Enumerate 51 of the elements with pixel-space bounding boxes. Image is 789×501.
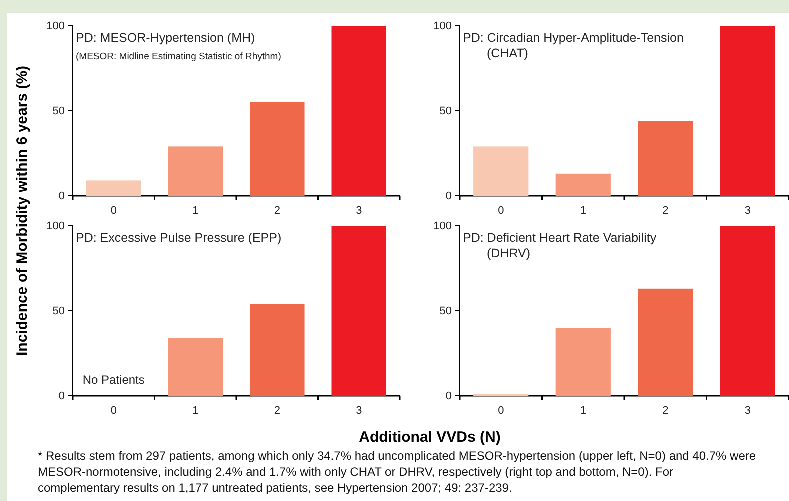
x-tick-label: 2 [662,204,669,217]
y-tick-label: 50 [52,306,65,318]
x-tick-label: 3 [356,404,362,417]
text: PD: Deficient Heart Rate Variability (DHRV) [463,231,658,261]
x-tick-label: 3 [744,204,751,217]
bar [720,226,776,396]
y-tick-label: 50 [52,106,65,118]
x-tick-label: 2 [274,404,280,417]
x-tick-label: 0 [498,404,504,417]
x-tick-label: 1 [192,404,199,417]
x-tick-label: 3 [744,404,751,417]
bar [474,146,529,196]
y-tick-label: 100 [434,20,452,33]
y-tick-label: 50 [440,306,452,318]
x-tick-label: 2 [662,404,669,417]
text: PD: Circadian Hyper-Amplitude-Tension (CHAT) [463,31,684,61]
y-tick-label: 100 [46,20,65,33]
y-axis-title: Incidence of Morbidity within 6 years (%) [14,66,31,356]
y-tick-label: 0 [446,190,452,203]
chart-title: PD: MESOR-Hypertension (MH) [76,31,256,45]
x-tick-label: 1 [580,204,586,217]
y-tick-label: 0 [58,190,65,203]
x-tick-label: 0 [498,204,504,217]
bar [250,304,305,396]
bar [168,146,224,196]
y-tick-label: 0 [58,390,65,403]
bar [332,26,387,196]
y-tick-label: 50 [440,106,452,118]
y-tick-label: 100 [46,220,65,233]
x-tick-label: 2 [274,204,280,217]
bar [556,174,611,196]
x-tick-label: 3 [356,204,362,217]
x-tick-label: 0 [110,404,117,417]
bar [720,26,776,196]
bar [250,102,305,196]
x-tick-label: 1 [192,204,199,217]
chart-title: PD: Excessive Pulse Pressure (EPP) [76,231,282,245]
bar [638,288,694,396]
bar [556,328,611,396]
text: (MESOR: Midline Estimating Statistic of Rhythm) [76,52,282,62]
text: * Results stem from 297 patients, among which only 34.7% had uncomplicated MESOR-hypertension (upper left, N=0) and 40.7% were MESOR-normotensive, including 2.4% and 1.7% with only CHAT or DHRV, respectively (right top and bottom, N=0). For complementary results on 1,177 untreated patients, see Hypertension 2007; 49: 237-239. [38,448,758,496]
y-tick-label: 100 [434,220,452,233]
x-tick-label: 0 [110,204,117,217]
bar [638,121,694,196]
annotation: No Patients [82,373,145,387]
x-tick-label: 1 [580,404,586,417]
bar [332,226,387,396]
bar [86,180,142,196]
bar [168,338,224,396]
x-axis-title: Additional VVDs (N) [359,429,501,446]
y-tick-label: 0 [446,390,452,403]
